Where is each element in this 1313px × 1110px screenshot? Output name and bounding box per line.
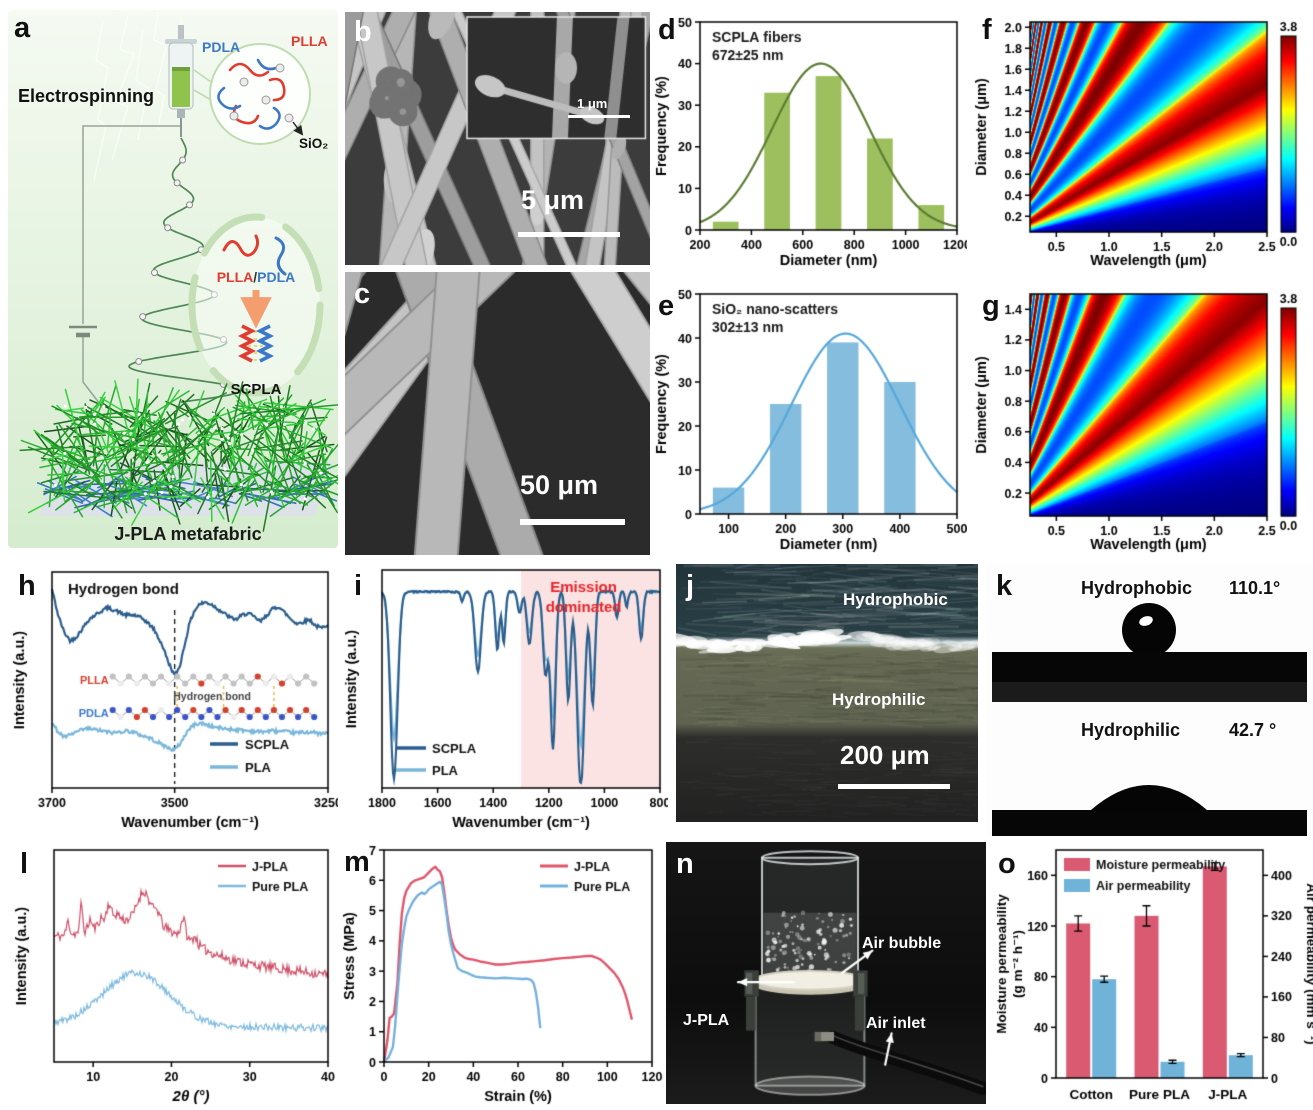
scpla-helix-blue [255,324,275,363]
scalebar-j [838,784,950,789]
hydrophobic-label: Hydrophobic [1081,578,1192,598]
scalebar-b-inset [568,115,630,118]
ftir-hydrogen-bond-plot [10,562,338,834]
panel-label-e: e [658,290,675,322]
panel-label-d: d [658,14,676,46]
substrate-top-shadow [992,682,1307,702]
electrospinning-schematic: Electrospinning PDLA PLLA [8,10,353,548]
air-bubble-label: Air bubble [862,935,942,952]
ftir-emission-plot [342,562,668,834]
xrd-plot [12,842,338,1108]
sio2-label: SiO₂ [299,136,328,151]
scalebar-label-b-inset: 1 μm [577,96,608,111]
plla-pdla-label: PLLA/PDLA [217,269,296,285]
hydrophilic-droplet [1091,785,1207,810]
sio2-arrow [292,121,304,136]
stress-strain-plot [340,842,664,1108]
hydrophilic-layer-label: Hydrophilic [832,690,926,709]
panel-label-f: f [982,14,992,46]
scpla-helix-red [237,324,257,363]
panel-label-a: a [14,12,31,44]
sem-image-fibers-closeup [345,12,650,265]
air-permeability-photo [666,842,986,1104]
panel-label-b: b [354,16,372,48]
polymer-blend-inset: PDLA PLLA SiO₂ [202,33,328,151]
panel-label-o: o [998,848,1016,880]
histogram-scpla-fibers [652,12,967,272]
panel-label-h: h [18,570,36,602]
panel-label-j: j [686,570,695,602]
histogram-sio2-scatterers [652,284,967,556]
sem-image-fibers-wide [345,272,650,555]
scalebar-c [520,519,625,525]
metafabric-caption: J-PLA metafabric [114,524,261,544]
hydrophilic-label: Hydrophilic [1081,720,1180,740]
air-inlet-label: Air inlet [866,1015,926,1032]
panel-label-k: k [996,570,1013,602]
hydrophobic-droplet [1122,603,1176,657]
scalebar-label-c: 50 μm [520,470,599,500]
panel-label-g: g [982,290,1000,322]
hv-wire [82,125,180,324]
heatmap-scattering-g [972,284,1313,556]
scalebar-label-b: 5 μm [521,185,585,215]
droplet-highlight [1139,616,1153,626]
syringe-icon [165,25,197,137]
substrate-bottom [992,810,1307,836]
metafabric-fibers [19,378,353,532]
electrospinning-label: Electrospinning [18,86,154,106]
scalebar-label-j: 200 μm [840,740,930,770]
hv-wire-lower [82,336,104,409]
permeability-bar-chart [992,842,1313,1108]
panel-label-i: i [354,570,363,602]
scalebar-b [518,232,620,237]
scpla-inset: PLLA/PDLA SCPLA [188,213,324,398]
hydrophilic-angle: 42.7 ° [1229,720,1276,740]
hydrophobic-angle: 110.1° [1229,578,1280,598]
sio2-beads [229,63,294,123]
pdla-label: PDLA [202,39,240,55]
hydrophobic-layer-label: Hydrophobic [843,590,948,609]
sem-cross-section-janus [676,564,978,822]
panel-label-m: m [344,846,370,878]
scpla-label: SCPLA [231,381,282,398]
substrate-top [992,652,1307,682]
panel-k-contact-angles: Hydrophobic 110.1° Hydrophilic 42.7 ° [986,564,1313,836]
plla-label: PLLA [291,33,328,49]
contact-angle-graphic: Hydrophobic 110.1° Hydrophilic 42.7 ° [986,564,1313,836]
heatmap-scattering-f [972,12,1313,272]
panel-label-c: c [354,278,371,310]
panel-a-schematic: Electrospinning PDLA PLLA [8,10,353,548]
battery-icon [69,325,97,338]
inset-connector-lines [193,69,212,101]
panel-label-l: l [20,848,29,880]
panel-label-n: n [676,848,694,880]
jpla-membrane-label: J-PLA [683,1012,730,1029]
